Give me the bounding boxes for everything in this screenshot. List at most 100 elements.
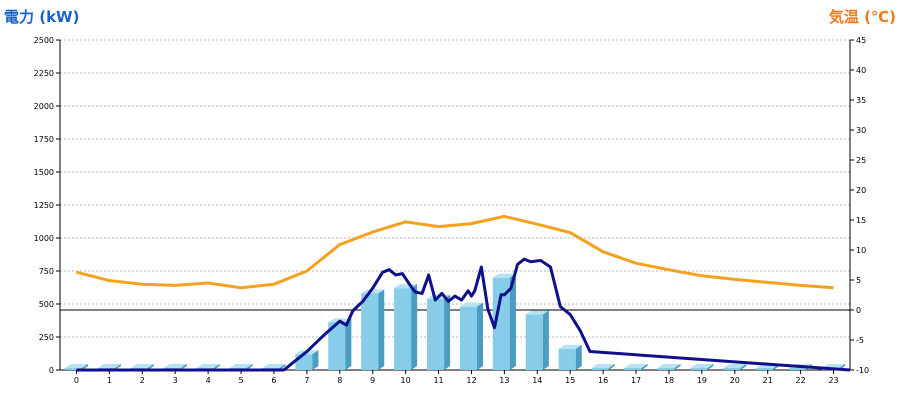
power-bar xyxy=(394,284,418,370)
realtime-power-line xyxy=(76,257,851,372)
power-bar-top xyxy=(97,364,121,368)
power-bar-side xyxy=(641,364,648,370)
power-bar-front xyxy=(426,298,445,370)
right-tick-label: -10 xyxy=(856,366,869,375)
power-bar-front xyxy=(328,322,346,370)
power-bar-front xyxy=(64,368,83,370)
right-tick-label: 40 xyxy=(856,66,866,75)
power-bar-front xyxy=(361,293,379,370)
power-bar xyxy=(361,289,385,370)
power-bar-front xyxy=(756,368,774,370)
x-tick-label: 6 xyxy=(271,376,276,385)
power-bar-top xyxy=(525,310,549,315)
power-bar xyxy=(624,364,648,370)
left-tick-label: 0 xyxy=(49,366,54,375)
power-bar-top xyxy=(64,364,89,368)
x-tick-label: 3 xyxy=(173,376,178,385)
power-bar-front xyxy=(591,368,609,370)
power-bar xyxy=(657,364,681,370)
x-tick-label: 12 xyxy=(466,376,476,385)
power-bar-side xyxy=(345,318,352,370)
power-bar-side xyxy=(312,350,319,370)
right-tick-label: -5 xyxy=(856,336,864,345)
power-bar xyxy=(328,318,352,370)
power-bar-top xyxy=(591,364,615,368)
left-tick-label: 2500 xyxy=(34,36,54,45)
power-bar-side xyxy=(542,310,549,370)
power-bar-side xyxy=(608,364,615,370)
temperature-line xyxy=(76,214,834,290)
power-bar-front xyxy=(558,348,576,370)
left-tick-label: 1250 xyxy=(34,201,54,210)
x-tick-label: 20 xyxy=(730,376,740,385)
x-tick-label: 21 xyxy=(763,376,773,385)
x-tick-label: 2 xyxy=(140,376,145,385)
right-tick-label: 45 xyxy=(856,36,866,45)
left-tick-label: 250 xyxy=(39,333,54,342)
left-tick-label: 2250 xyxy=(34,69,54,78)
power-bar-front xyxy=(394,288,412,370)
x-tick-label: 4 xyxy=(206,376,211,385)
power-bar-side xyxy=(575,344,582,370)
left-tick-label: 1000 xyxy=(34,234,54,243)
power-bar-side xyxy=(509,273,516,370)
x-tick-label: 18 xyxy=(664,376,674,385)
power-bar-front xyxy=(690,368,708,370)
x-tick-label: 22 xyxy=(796,376,806,385)
power-bar xyxy=(459,302,484,370)
right-tick-label: 20 xyxy=(856,186,866,195)
right-axis-title: 気温 (℃) xyxy=(828,8,896,26)
power-bar-front xyxy=(789,368,807,370)
power-bar-top xyxy=(130,364,154,368)
x-tick-label: 0 xyxy=(74,376,79,385)
left-tick-label: 500 xyxy=(39,300,54,309)
x-tick-label: 13 xyxy=(499,376,509,385)
right-tick-label: 25 xyxy=(856,156,866,165)
x-tick-label: 14 xyxy=(532,376,542,385)
left-tick-label: 1500 xyxy=(34,168,54,177)
right-tick-label: 10 xyxy=(856,246,866,255)
power-bar xyxy=(525,310,549,370)
left-tick-label: 2000 xyxy=(34,102,54,111)
power-bar xyxy=(690,364,714,370)
power-bar-front xyxy=(657,368,675,370)
power-bar-top xyxy=(624,364,648,368)
x-tick-label: 7 xyxy=(304,376,309,385)
power-bar-side xyxy=(674,364,681,370)
power-bar xyxy=(591,364,615,370)
power-bar-top xyxy=(262,364,286,368)
power-bar-front xyxy=(295,354,313,370)
power-bar xyxy=(426,294,451,370)
left-tick-label: 1750 xyxy=(34,135,54,144)
right-tick-label: 5 xyxy=(856,276,861,285)
x-tick-label: 9 xyxy=(370,376,375,385)
power-bar-front xyxy=(624,368,642,370)
x-tick-label: 19 xyxy=(697,376,707,385)
x-tick-label: 8 xyxy=(337,376,342,385)
power-bar-front xyxy=(525,314,543,370)
power-bar xyxy=(492,273,516,370)
x-tick-label: 5 xyxy=(238,376,243,385)
x-tick-label: 15 xyxy=(565,376,575,385)
right-tick-label: 35 xyxy=(856,96,866,105)
power-bar-top xyxy=(723,364,747,368)
left-axis-title: 電力 (kW) xyxy=(4,8,80,26)
power-bar-side xyxy=(411,284,418,370)
power-bar-front xyxy=(492,277,510,370)
power-bar-top xyxy=(558,344,582,349)
power-bar-side xyxy=(740,364,747,370)
power-bar-front xyxy=(723,368,741,370)
power-bar-top xyxy=(361,289,385,294)
power-bar-side xyxy=(378,289,385,370)
x-tick-label: 11 xyxy=(433,376,443,385)
power-bar-top xyxy=(196,364,220,368)
power-bar-side xyxy=(707,364,714,370)
power-bar xyxy=(723,364,747,370)
power-bar-top xyxy=(690,364,714,368)
right-tick-label: 0 xyxy=(856,306,861,315)
right-tick-label: 30 xyxy=(856,126,866,135)
x-tick-label: 23 xyxy=(828,376,838,385)
x-tick-label: 16 xyxy=(598,376,608,385)
power-bar-front xyxy=(459,306,478,370)
